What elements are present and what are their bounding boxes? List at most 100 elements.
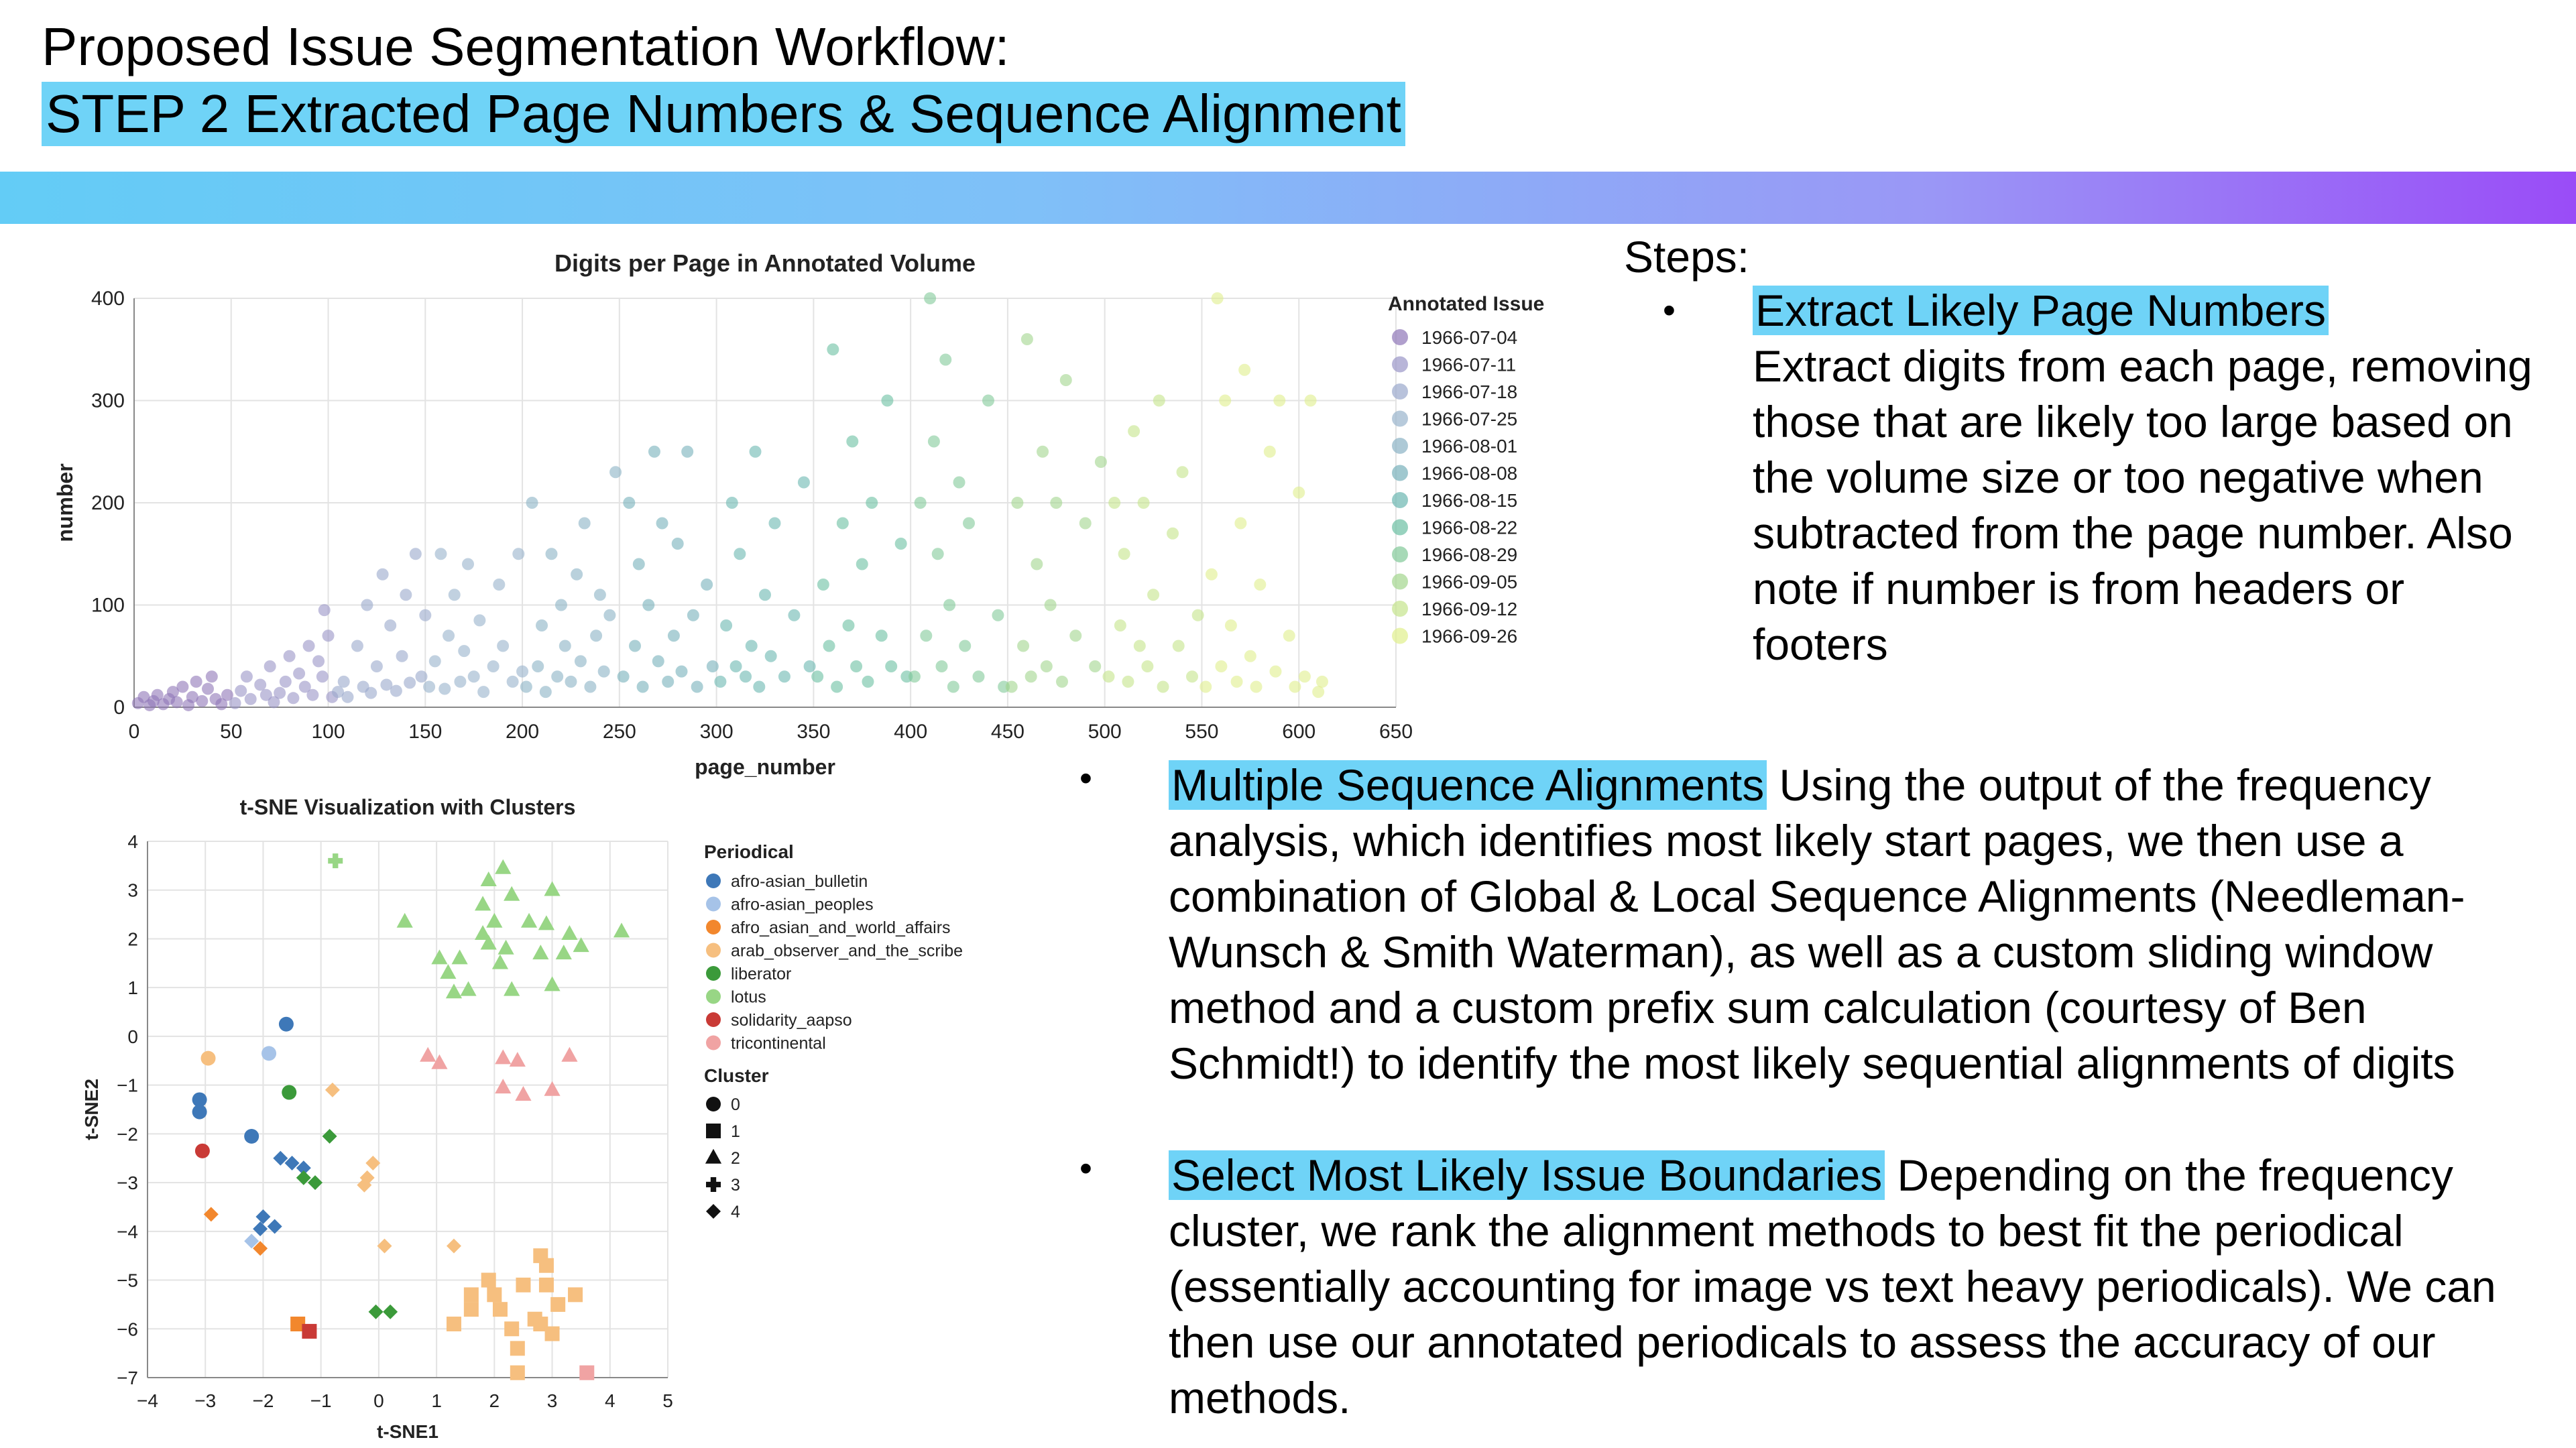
chart-grid [133,298,1397,708]
data-point [467,670,480,683]
data-point [701,579,713,591]
data-point [1137,497,1150,509]
data-point [609,466,622,479]
x-axis-label: page_number [695,755,835,779]
data-point [745,640,758,652]
data-point [656,517,668,530]
data-point [850,660,863,672]
data-point [202,682,215,695]
data-point [1167,527,1179,540]
legend-entry: solidarity_aapso [731,1011,852,1030]
tsne-point [504,886,520,901]
tsne-point [492,1302,508,1317]
legend-entry: 1966-08-15 [1421,490,1517,511]
tsne-point [296,1160,311,1176]
tsne-point [463,1302,479,1317]
data-point [341,690,354,703]
y-tick-label: −2 [117,1124,138,1144]
data-point [448,589,461,601]
x-axis-label: t-SNE1 [377,1421,438,1442]
data-point [565,675,577,688]
legend-shape-label: 4 [731,1203,740,1221]
x-tick-label: 200 [506,721,539,743]
y-tick-label: −5 [117,1270,138,1291]
legend-swatch [1392,546,1408,562]
steps-label: Steps: [1624,232,1750,282]
data-point [1141,660,1154,672]
data-point [846,435,859,448]
tsne-point [253,1241,268,1256]
data-point [885,660,898,672]
tsne-point [290,1317,306,1331]
tsne-point [520,912,538,928]
data-point [584,680,597,693]
data-point [497,640,510,652]
data-point [1147,589,1160,601]
data-point [571,568,583,581]
legend-swatch [1392,356,1408,373]
data-point [551,670,564,683]
tsne-point [273,1150,288,1166]
data-point [1031,558,1043,570]
data-point [409,548,422,560]
data-point [166,686,179,699]
x-tick-label: 3 [547,1390,558,1411]
y-tick-label: 300 [91,390,125,412]
data-point [186,690,198,703]
data-point [293,667,306,680]
tsne-point [253,1221,268,1237]
data-point [1283,629,1295,642]
tsne-point [445,983,463,999]
legend-shape-label: 1 [731,1122,740,1141]
data-point [992,609,1004,621]
data-point [264,660,276,672]
data-point [376,568,389,581]
tsne-point [463,1287,479,1303]
data-point [473,614,486,627]
data-point [667,629,680,642]
tsne-point [579,1365,595,1380]
step-issue-boundaries: Select Most Likely Issue Boundaries Depe… [1169,1148,2550,1426]
tsne-point [192,1092,207,1107]
tsne-point [573,937,589,953]
data-point [1289,680,1301,693]
data-point [629,640,642,652]
data-point [559,640,571,652]
data-point [924,292,937,304]
data-point [1055,675,1068,688]
data-point [151,688,164,701]
y-tick-label: −7 [117,1368,138,1388]
data-point [423,680,436,693]
data-point [1230,675,1243,688]
x-tick-label: 5 [662,1390,673,1411]
data-point [312,655,325,668]
data-point [351,640,363,652]
tsne-point [451,949,468,965]
legend-entry: lotus [731,988,766,1007]
data-point [908,670,921,683]
data-point [221,688,233,701]
data-point [753,680,766,693]
tsne-point [383,1304,398,1319]
tsne-point [365,1156,381,1170]
tsne-point [296,1170,311,1185]
data-point [725,497,738,509]
tsne-point [328,853,343,869]
legend-entry: 1966-08-29 [1421,544,1517,565]
chart-title: Digits per Page in Annotated Volume [554,249,976,277]
data-point [539,686,552,699]
legend-swatch [706,896,721,912]
tsne-point [261,1046,277,1061]
tsne-point [544,1081,561,1096]
data-point [170,696,183,709]
tsne-point [481,1272,496,1288]
data-point [734,548,746,560]
data-point [675,665,688,678]
step-heading: Select Most Likely Issue Boundaries [1169,1150,1885,1200]
x-tick-label: 2 [489,1390,500,1411]
data-point [506,675,519,688]
data-point [1011,497,1024,509]
data-point [914,497,927,509]
scatter-points [131,292,1328,711]
tsne-point [561,1046,578,1062]
